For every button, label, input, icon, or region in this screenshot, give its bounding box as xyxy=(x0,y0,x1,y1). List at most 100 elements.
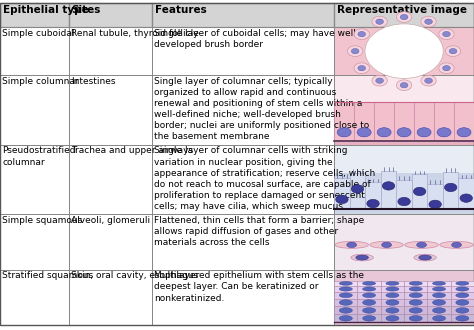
Ellipse shape xyxy=(396,12,412,22)
Text: Flattened, thin cells that form a barrier; shape
allows rapid diffusion of gases: Flattened, thin cells that form a barrie… xyxy=(154,216,365,247)
Bar xyxy=(428,307,451,314)
Ellipse shape xyxy=(443,66,450,71)
Bar xyxy=(451,281,474,286)
Bar xyxy=(404,299,428,307)
Bar xyxy=(69,270,152,325)
Bar xyxy=(334,145,474,214)
Bar xyxy=(0,214,69,270)
Bar xyxy=(334,145,474,214)
Text: Trachea and upper airways: Trachea and upper airways xyxy=(71,147,193,155)
Ellipse shape xyxy=(386,300,399,305)
Ellipse shape xyxy=(363,308,376,313)
Ellipse shape xyxy=(386,281,399,285)
Text: Single layer of columnar cells with striking
variation in nuclear position, givi: Single layer of columnar cells with stri… xyxy=(154,147,375,211)
Ellipse shape xyxy=(409,308,422,313)
Text: Multilayered epithelium with stem cells as the
deepest layer. Can be keratinized: Multilayered epithelium with stem cells … xyxy=(154,271,364,303)
Ellipse shape xyxy=(372,16,387,27)
Text: Intestines: Intestines xyxy=(71,77,116,86)
Bar xyxy=(428,184,443,209)
Text: Simple squamous: Simple squamous xyxy=(2,216,82,225)
Ellipse shape xyxy=(425,19,432,24)
Bar xyxy=(152,214,334,270)
Bar xyxy=(152,270,334,325)
Bar xyxy=(396,180,412,209)
Bar xyxy=(428,299,451,307)
Ellipse shape xyxy=(356,255,368,260)
Bar xyxy=(334,214,474,270)
Bar xyxy=(357,281,381,286)
Text: Renal tubule, thyroid follicle: Renal tubule, thyroid follicle xyxy=(71,29,199,38)
Ellipse shape xyxy=(363,300,376,305)
Ellipse shape xyxy=(417,128,431,137)
Ellipse shape xyxy=(413,187,426,196)
Ellipse shape xyxy=(351,49,359,54)
Bar xyxy=(334,27,474,75)
Bar xyxy=(334,178,350,209)
Ellipse shape xyxy=(358,31,365,37)
Ellipse shape xyxy=(432,293,446,298)
Text: Simple columnar: Simple columnar xyxy=(2,77,79,86)
Bar xyxy=(0,75,69,145)
Ellipse shape xyxy=(337,128,351,137)
Text: Alveoli, glomeruli: Alveoli, glomeruli xyxy=(71,216,150,225)
Ellipse shape xyxy=(386,287,399,291)
Bar xyxy=(334,27,474,75)
Ellipse shape xyxy=(425,78,432,83)
Bar xyxy=(451,286,474,292)
Ellipse shape xyxy=(443,31,450,37)
Ellipse shape xyxy=(354,29,369,40)
Ellipse shape xyxy=(376,19,383,24)
Bar xyxy=(451,292,474,299)
Ellipse shape xyxy=(400,82,408,88)
Bar xyxy=(334,286,357,292)
Ellipse shape xyxy=(409,315,422,321)
Ellipse shape xyxy=(456,293,469,298)
Bar xyxy=(69,214,152,270)
Ellipse shape xyxy=(377,128,391,137)
Bar xyxy=(334,307,357,314)
Bar xyxy=(428,286,451,292)
Ellipse shape xyxy=(440,241,474,248)
Bar xyxy=(69,3,152,27)
Bar xyxy=(334,27,474,75)
Text: Features: Features xyxy=(155,5,206,15)
Bar xyxy=(414,102,434,140)
Ellipse shape xyxy=(347,46,363,56)
Ellipse shape xyxy=(351,254,374,261)
Ellipse shape xyxy=(339,281,352,285)
Bar xyxy=(334,314,357,322)
Bar xyxy=(69,145,152,214)
Bar xyxy=(381,171,396,209)
Ellipse shape xyxy=(335,241,368,248)
Bar xyxy=(152,145,334,214)
Ellipse shape xyxy=(432,315,446,321)
Bar xyxy=(0,75,69,145)
Ellipse shape xyxy=(336,195,348,204)
Bar xyxy=(334,75,474,145)
Bar xyxy=(334,299,357,307)
Bar xyxy=(374,102,394,140)
Ellipse shape xyxy=(421,75,436,86)
Ellipse shape xyxy=(351,185,364,193)
Ellipse shape xyxy=(386,293,399,298)
Bar xyxy=(381,281,404,286)
Ellipse shape xyxy=(357,128,371,137)
Bar xyxy=(334,145,474,173)
Text: Single layer of cuboidal cells; may have well-
developed brush border: Single layer of cuboidal cells; may have… xyxy=(154,29,359,49)
Ellipse shape xyxy=(363,315,376,321)
Bar xyxy=(334,75,474,102)
Bar xyxy=(152,214,334,270)
Bar xyxy=(334,214,474,270)
Bar xyxy=(69,270,152,325)
Bar xyxy=(152,270,334,325)
Bar xyxy=(0,3,69,27)
Bar xyxy=(451,307,474,314)
Ellipse shape xyxy=(398,197,410,206)
Bar xyxy=(69,27,152,75)
Bar xyxy=(0,27,69,75)
Bar xyxy=(334,3,474,27)
Bar xyxy=(404,281,428,286)
Bar xyxy=(404,286,428,292)
Bar xyxy=(0,270,69,325)
Ellipse shape xyxy=(409,300,422,305)
